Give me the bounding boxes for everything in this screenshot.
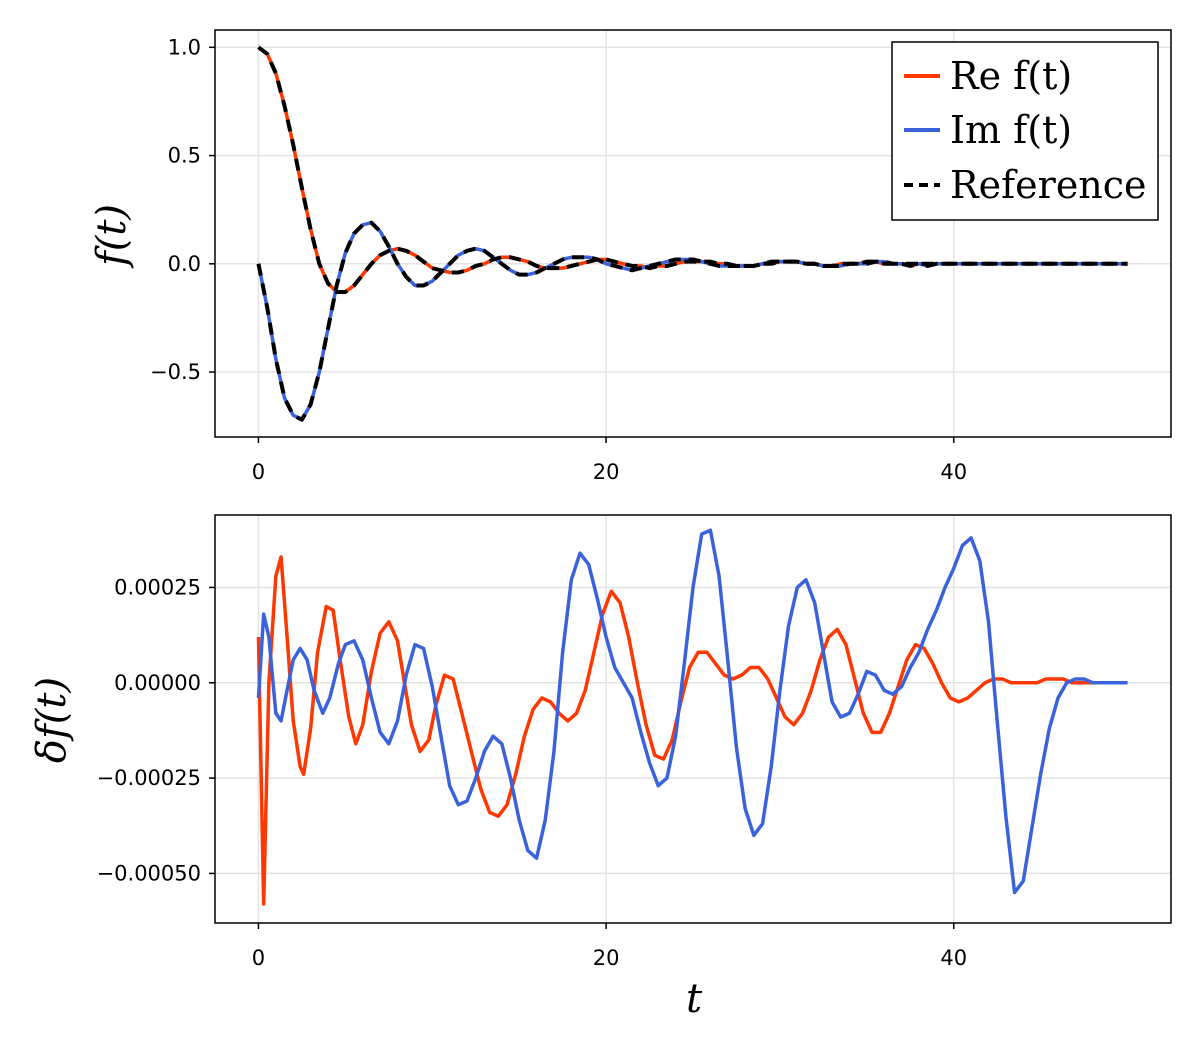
bottom-y-tick-label: −0.00050 [97,861,201,885]
top-y-tick-label: 0.5 [168,144,201,168]
bottom-x-tick-label: 0 [252,946,265,970]
legend-label-re: Re f(t) [950,54,1072,98]
bottom-series-line-1 [256,528,1128,895]
top-series-reference-line [256,220,1128,422]
bottom-y-axis-label: δf(t) [29,677,75,763]
top-x-tick-label: 0 [252,460,265,484]
bottom-panel: 0 20 40 0.00025 0.00000 −0.00025 −0.00050 δf(t… [29,514,1172,1022]
top-y-tick-label: 0.0 [168,252,201,276]
bottom-x-tick-label: 20 [593,946,620,970]
bottom-y-tick-label: 0.00025 [114,575,201,599]
top-x-tick-label: 40 [940,460,967,484]
top-panel: 0 20 40 1.0 0.5 0.0 −0.5 f(t) Re f(t) Im f(t) … [89,29,1172,484]
top-ticks: 0 20 40 1.0 0.5 0.0 −0.5 [150,35,967,484]
legend-label-im: Im f(t) [950,108,1072,152]
bottom-x-tick-label: 40 [940,946,967,970]
bottom-series [256,528,1128,906]
bottom-x-axis-label: t [686,976,703,1022]
bottom-ticks: 0 20 40 0.00025 0.00000 −0.00025 −0.00050 [97,575,968,970]
top-plot-frame [214,29,1172,438]
bottom-y-tick-label: 0.00000 [114,671,201,695]
top-y-tick-label: −0.5 [150,360,201,384]
top-x-tick-label: 20 [593,460,620,484]
legend: Re f(t) Im f(t) Reference [891,41,1159,221]
top-y-tick-label: 1.0 [168,35,201,59]
top-series [256,45,1128,422]
bottom-y-tick-label: −0.00025 [97,766,201,790]
top-y-axis-label: f(t) [89,204,135,269]
legend-label-reference: Reference [950,163,1147,207]
top-series-reference-line [257,45,1128,294]
bottom-plot-frame [214,514,1172,924]
